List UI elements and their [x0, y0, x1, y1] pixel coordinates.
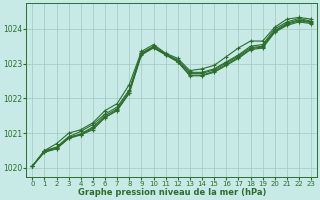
X-axis label: Graphe pression niveau de la mer (hPa): Graphe pression niveau de la mer (hPa): [77, 188, 266, 197]
